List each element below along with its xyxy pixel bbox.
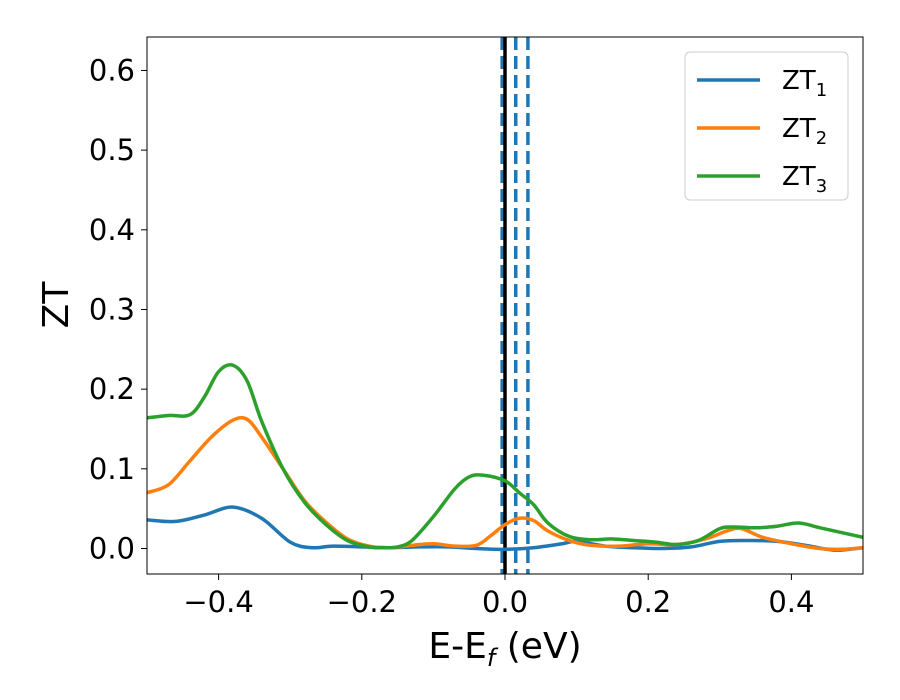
x-axis-label-main: E-E [428, 626, 486, 667]
y-tick-label: 0.0 [89, 532, 135, 566]
y-tick-label: 0.1 [89, 452, 135, 486]
y-tick-label: 0.5 [89, 133, 135, 167]
legend-box [684, 51, 849, 201]
series-line-zt3 [147, 363, 863, 550]
legend-label-zt3: ZT3 [782, 162, 827, 197]
x-axis-label: E-Ef (eV) [428, 626, 581, 672]
x-tick-label: −0.2 [327, 585, 397, 619]
x-axis: −0.4 −0.2 0.0 0.2 0.4 [183, 574, 814, 619]
legend-label-zt2: ZT2 [782, 114, 827, 149]
y-axis: 0.0 0.1 0.2 0.3 0.4 0.5 0.6 [89, 53, 147, 566]
series-line-zt2 [147, 415, 863, 552]
y-tick-label: 0.3 [89, 292, 135, 326]
legend-label-zt1: ZT1 [782, 66, 827, 101]
x-tick-label: 0.2 [625, 585, 671, 619]
x-tick-label: 0.0 [482, 585, 528, 619]
vertical-reference-lines [500, 37, 530, 574]
x-tick-label: −0.4 [183, 585, 253, 619]
y-tick-label: 0.2 [89, 372, 135, 406]
y-tick-label: 0.6 [89, 53, 135, 87]
series-layer [147, 363, 863, 552]
legend: ZT1 ZT2 ZT3 [684, 51, 849, 201]
x-tick-label: 0.4 [768, 585, 814, 619]
y-tick-label: 0.4 [89, 213, 135, 247]
series-line-zt1 [147, 505, 863, 552]
x-axis-label-unit: (eV) [495, 626, 581, 667]
y-axis-label: ZT [36, 281, 77, 329]
